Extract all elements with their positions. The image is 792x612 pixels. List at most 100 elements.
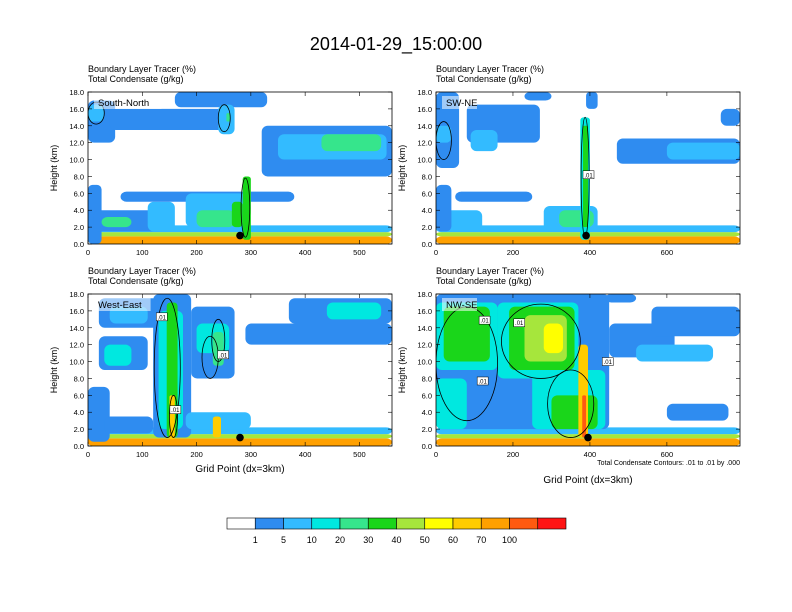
contour-label: .01 [515,321,524,327]
x-tick-label: 200 [190,450,203,459]
panel-title-tracer: Boundary Layer Tracer (%) [436,64,544,74]
tracer-field-patch [543,323,563,354]
y-tick-label: 4.0 [422,408,432,417]
y-tick-label: 16.0 [417,105,432,114]
colorbar: 1 5 10 20 30 40 50 60 70 100 [226,517,567,545]
tracer-field-patch [720,108,740,126]
contour-label-box [582,170,595,180]
tracer-field-patch [636,344,714,362]
panel-nw-se: Boundary Layer Tracer (%)Total Condensat… [397,266,741,486]
contour-label-box [217,350,229,360]
tracer-field-patch [436,438,740,446]
contour-label: .01 [171,408,180,414]
y-axis-label: Height (km) [49,145,59,192]
section-label: SW-NE [446,98,478,109]
contour-note: Total Condensate Contours: .01 to .01 by… [597,460,740,467]
plot-frame [87,91,393,245]
condensate-contour [501,303,581,379]
y-tick-label: 2.0 [74,425,84,434]
contour-label: .01 [158,315,167,321]
x-tick-label: 500 [353,248,366,257]
contour-label: .01 [480,319,489,325]
tracer-field-patch [436,184,452,232]
y-tick-label: 6.0 [74,189,84,198]
y-tick-label: 12.0 [69,341,84,350]
y-tick-label: 16.0 [69,307,84,316]
y-tick-label: 16.0 [69,105,84,114]
tracer-field-patch [666,403,729,421]
x-tick-label: 0 [86,248,90,257]
tracer-field-patch [226,113,231,122]
x-tick-label: 0 [434,248,438,257]
contour-label-box [601,357,614,366]
y-axis-label: Height (km) [397,145,407,192]
y-tick-label: 14.0 [417,122,432,131]
panel-title-condensate: Total Condensate (g/kg) [88,74,184,84]
y-tick-label: 0.0 [74,442,84,451]
y-tick-label: 2.0 [74,223,84,232]
contour-label-box [513,318,525,327]
y-tick-label: 6.0 [74,391,84,400]
x-tick-label: 400 [299,248,312,257]
y-tick-label: 0.0 [422,442,432,451]
colorbar-swatch [283,517,313,530]
tracer-field-patch [88,438,392,446]
y-tick-label: 14.0 [69,324,84,333]
panel-title-condensate: Total Condensate (g/kg) [436,276,532,286]
surface-location-marker [582,231,590,240]
y-tick-label: 10.0 [417,358,432,367]
field-layer: .01 .01 .01 .01 [436,294,740,446]
colorbar-label: 70 [476,535,486,545]
x-tick-label: 600 [661,248,674,257]
y-tick-label: 8.0 [74,172,84,181]
tracer-field-patch [326,302,382,320]
tracer-field-patch [88,236,392,244]
x-tick-label: 600 [661,450,674,459]
panel-title-tracer: Boundary Layer Tracer (%) [436,266,544,276]
y-tick-label: 8.0 [422,172,432,181]
section-label-bg [442,96,477,109]
colorbar-swatch [509,517,539,530]
tracer-field-patch [651,306,740,337]
y-tick-label: 10.0 [69,358,84,367]
colorbar-swatch [424,517,454,530]
y-tick-label: 4.0 [74,206,84,215]
colorbar-label: 10 [307,535,317,545]
x-tick-label: 200 [507,248,520,257]
y-tick-label: 2.0 [422,425,432,434]
section-label: West-East [98,300,142,311]
colorbar-label: 100 [502,535,517,545]
contour-label-box [156,312,168,322]
section-label-bg [94,298,151,311]
y-tick-label: 0.0 [422,240,432,249]
field-layer: .01 .01 .01 [88,294,392,446]
y-tick-label: 12.0 [417,139,432,148]
colorbar-swatch [311,517,341,530]
x-tick-label: 100 [136,450,149,459]
contour-label: .01 [219,353,228,359]
x-axis-label: Grid Point (dx=3km) [543,475,632,486]
tracer-field-patch [524,92,552,101]
colorbar-label: 20 [335,535,345,545]
surface-location-marker [584,433,592,442]
tracer-field-patch [231,201,243,228]
panel-title-tracer: Boundary Layer Tracer (%) [88,64,196,74]
tracer-field-patch [321,134,382,152]
panel-title-tracer: Boundary Layer Tracer (%) [88,266,196,276]
condensate-contour [153,297,181,438]
y-tick-label: 10.0 [417,156,432,165]
contour-label-box [169,405,182,414]
figure-title: 2014-01-29_15:00:00 [310,34,482,55]
condensate-contour [436,121,452,160]
panel-west-east: Boundary Layer Tracer (%)Total Condensat… [49,266,393,475]
y-tick-label: 4.0 [74,408,84,417]
tracer-field-patch [101,216,132,228]
tracer-field-patch [605,294,637,303]
y-tick-label: 14.0 [417,324,432,333]
tracer-field-patch [104,344,132,366]
colorbar-label: 60 [448,535,458,545]
tracer-field-patch [436,125,452,143]
tracer-field-patch [88,386,110,442]
condensate-contour [169,394,178,438]
